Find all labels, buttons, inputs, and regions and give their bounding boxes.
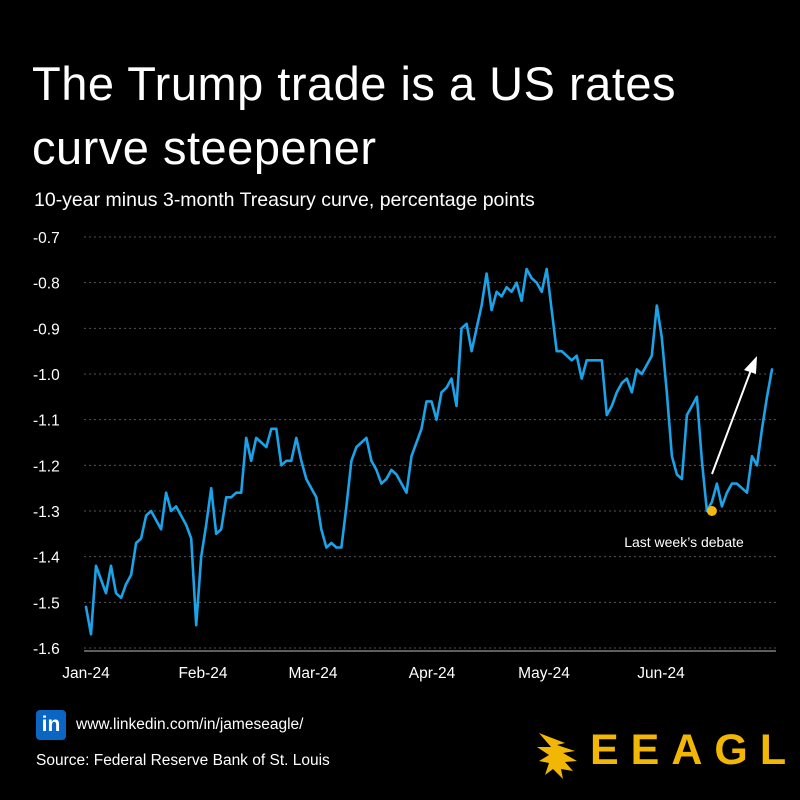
y-tick-label: -0.8 <box>33 276 60 293</box>
y-tick-label: -1.2 <box>33 458 60 475</box>
chart-subtitle: 10-year minus 3-month Treasury curve, pe… <box>34 189 535 211</box>
annotation-label: Last week’s debate <box>624 534 744 550</box>
y-tick-label: -1.1 <box>33 413 60 430</box>
x-tick-label: Feb-24 <box>178 665 227 682</box>
trend-arrow-head <box>744 356 757 374</box>
source-note: Source: Federal Reserve Bank of St. Loui… <box>36 752 330 769</box>
x-tick-label: Apr-24 <box>409 665 456 682</box>
brand-logo-text: EEAGLI <box>590 726 800 774</box>
chart-title: The Trump trade is a US rates curve stee… <box>32 57 677 174</box>
y-tick-label: -1.3 <box>33 504 60 521</box>
x-tick-label: Jan-24 <box>62 665 110 682</box>
linkedin-url[interactable]: www.linkedin.com/in/jameseagle/ <box>76 716 304 733</box>
y-tick-label: -0.9 <box>33 321 60 338</box>
y-tick-label: -1.6 <box>33 641 60 658</box>
linkedin-icon[interactable]: in <box>36 710 66 740</box>
y-tick-label: -1.5 <box>33 595 60 612</box>
eagle-logo-icon <box>537 733 577 779</box>
series-line <box>84 267 774 636</box>
x-tick-label: Mar-24 <box>288 665 337 682</box>
x-tick-label: Jun-24 <box>637 665 685 682</box>
trend-arrow-shaft <box>711 369 752 475</box>
y-tick-label: -1.0 <box>33 367 60 384</box>
y-tick-label: -0.7 <box>33 230 60 247</box>
debate-marker <box>706 506 717 516</box>
y-tick-label: -1.4 <box>33 550 60 567</box>
x-tick-label: May-24 <box>518 665 570 682</box>
